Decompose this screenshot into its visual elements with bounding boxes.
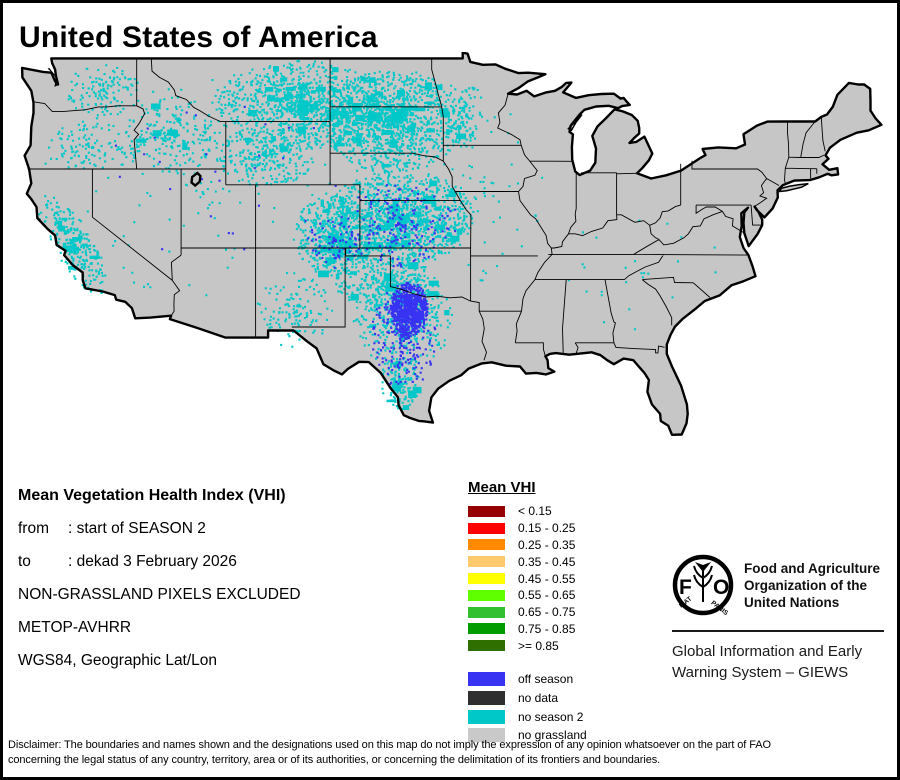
info-value-to: : dekad 3 February 2026 <box>68 553 237 570</box>
info-row-to: to : dekad 3 February 2026 <box>18 549 301 582</box>
info-row-sensor: METOP-AVHRR <box>18 619 132 636</box>
legend-swatch <box>468 505 505 517</box>
fao-logo-icon: F O FIAT PANIS <box>672 554 734 616</box>
fao-divider-line <box>672 630 884 632</box>
legend-swatch <box>468 709 505 724</box>
legend-row: off season <box>468 670 587 689</box>
legend-label: 0.75 - 0.85 <box>518 621 576 636</box>
legend-row: >= 0.85 <box>468 637 587 654</box>
legend-swatch <box>468 606 505 618</box>
legend-row: 0.55 - 0.65 <box>468 587 587 604</box>
fao-wheat-icon <box>693 565 713 602</box>
info-label-to: to <box>18 553 31 570</box>
fao-header: F O FIAT PANIS Food and Agriculture Orga… <box>672 554 887 616</box>
great-salt-lake <box>190 171 202 188</box>
legend-row: no data <box>468 689 587 708</box>
fao-org-name: Food and Agriculture Organization of the… <box>744 554 880 611</box>
fao-letter-f: F <box>679 576 692 599</box>
legend-label: off season <box>518 672 574 687</box>
fao-block: F O FIAT PANIS Food and Agriculture Orga… <box>672 554 887 683</box>
fao-org-line2: Organization of the <box>744 578 867 593</box>
vhi-heading: Mean Vegetation Health Index (VHI) <box>18 487 286 504</box>
usa-map-svg <box>20 51 883 436</box>
info-value-from: : start of SEASON 2 <box>68 520 206 537</box>
giews-line1: Global Information and Early <box>672 643 863 660</box>
fao-letter-a <box>695 562 711 572</box>
info-label-from: from <box>18 520 49 537</box>
legend-swatch <box>468 672 505 687</box>
legend-label: 0.65 - 0.75 <box>518 605 576 620</box>
legend-class-list: < 0.15 0.15 - 0.25 0.25 - 0.35 0.35 - 0.45 0… <box>468 503 587 654</box>
legend-row: no season 2 <box>468 707 587 726</box>
legend-row: 0.15 - 0.25 <box>468 520 587 537</box>
legend-swatch <box>468 539 505 551</box>
fao-org-line3: United Nations <box>744 595 840 610</box>
legend-category-list: off season no data no season 2 no grassland <box>468 670 587 744</box>
legend-row: < 0.15 <box>468 503 587 520</box>
map-info-block: Mean Vegetation Health Index (VHI) from:… <box>18 483 301 681</box>
legend-label: no data <box>518 691 559 706</box>
legend-title: Mean VHI <box>468 479 536 496</box>
legend-swatch <box>468 556 505 568</box>
legend-label: no season 2 <box>518 709 584 724</box>
info-row-projection: WGS84, Geographic Lat/Lon <box>18 652 218 669</box>
fao-org-line1: Food and Agriculture <box>744 561 880 576</box>
info-row-exclusion: NON-GRASSLAND PIXELS EXCLUDED <box>18 586 301 603</box>
no-season2-pixels <box>38 60 717 410</box>
giews-caption: Global Information and Early Warning Sys… <box>672 641 887 683</box>
legend-label: 0.45 - 0.55 <box>518 571 576 586</box>
disclaimer-line2: concerning the legal status of any count… <box>8 754 661 766</box>
legend-swatch <box>468 640 505 652</box>
legend-swatch <box>468 573 505 585</box>
long-island <box>777 182 809 193</box>
legend-row: 0.75 - 0.85 <box>468 621 587 638</box>
legend-label: >= 0.85 <box>518 638 559 653</box>
legend-row: 0.35 - 0.45 <box>468 553 587 570</box>
usa-vhi-map <box>3 51 897 476</box>
legend-label: 0.55 - 0.65 <box>518 588 576 603</box>
legend-label: < 0.15 <box>518 504 552 519</box>
legend-label: 0.35 - 0.45 <box>518 554 576 569</box>
fao-letter-o: O <box>713 576 729 599</box>
legend-row: 0.65 - 0.75 <box>468 604 587 621</box>
legend-swatch <box>468 691 505 706</box>
map-legend: Mean VHI < 0.15 0.15 - 0.25 0.25 - 0.35 0.3… <box>468 479 587 745</box>
legend-label: 0.25 - 0.35 <box>518 537 576 552</box>
giews-line2: Warning System – GIEWS <box>672 664 849 681</box>
disclaimer-line1: Disclaimer: The boundaries and names sho… <box>8 739 771 751</box>
legend-label: no grassland <box>518 728 587 743</box>
disclaimer-text: Disclaimer: The boundaries and names sho… <box>8 738 894 768</box>
legend-swatch <box>468 589 505 601</box>
info-row-from: from : start of SEASON 2 <box>18 516 301 549</box>
legend-label: 0.15 - 0.25 <box>518 521 576 536</box>
page-title: United States of America <box>19 21 378 54</box>
legend-row: no grassland <box>468 726 587 745</box>
legend-row: 0.45 - 0.55 <box>468 570 587 587</box>
legend-swatch <box>468 522 505 534</box>
legend-swatch <box>468 728 505 743</box>
legend-swatch <box>468 623 505 635</box>
us-outline <box>20 51 883 436</box>
legend-row: 0.25 - 0.35 <box>468 537 587 554</box>
state-borders <box>27 58 826 361</box>
